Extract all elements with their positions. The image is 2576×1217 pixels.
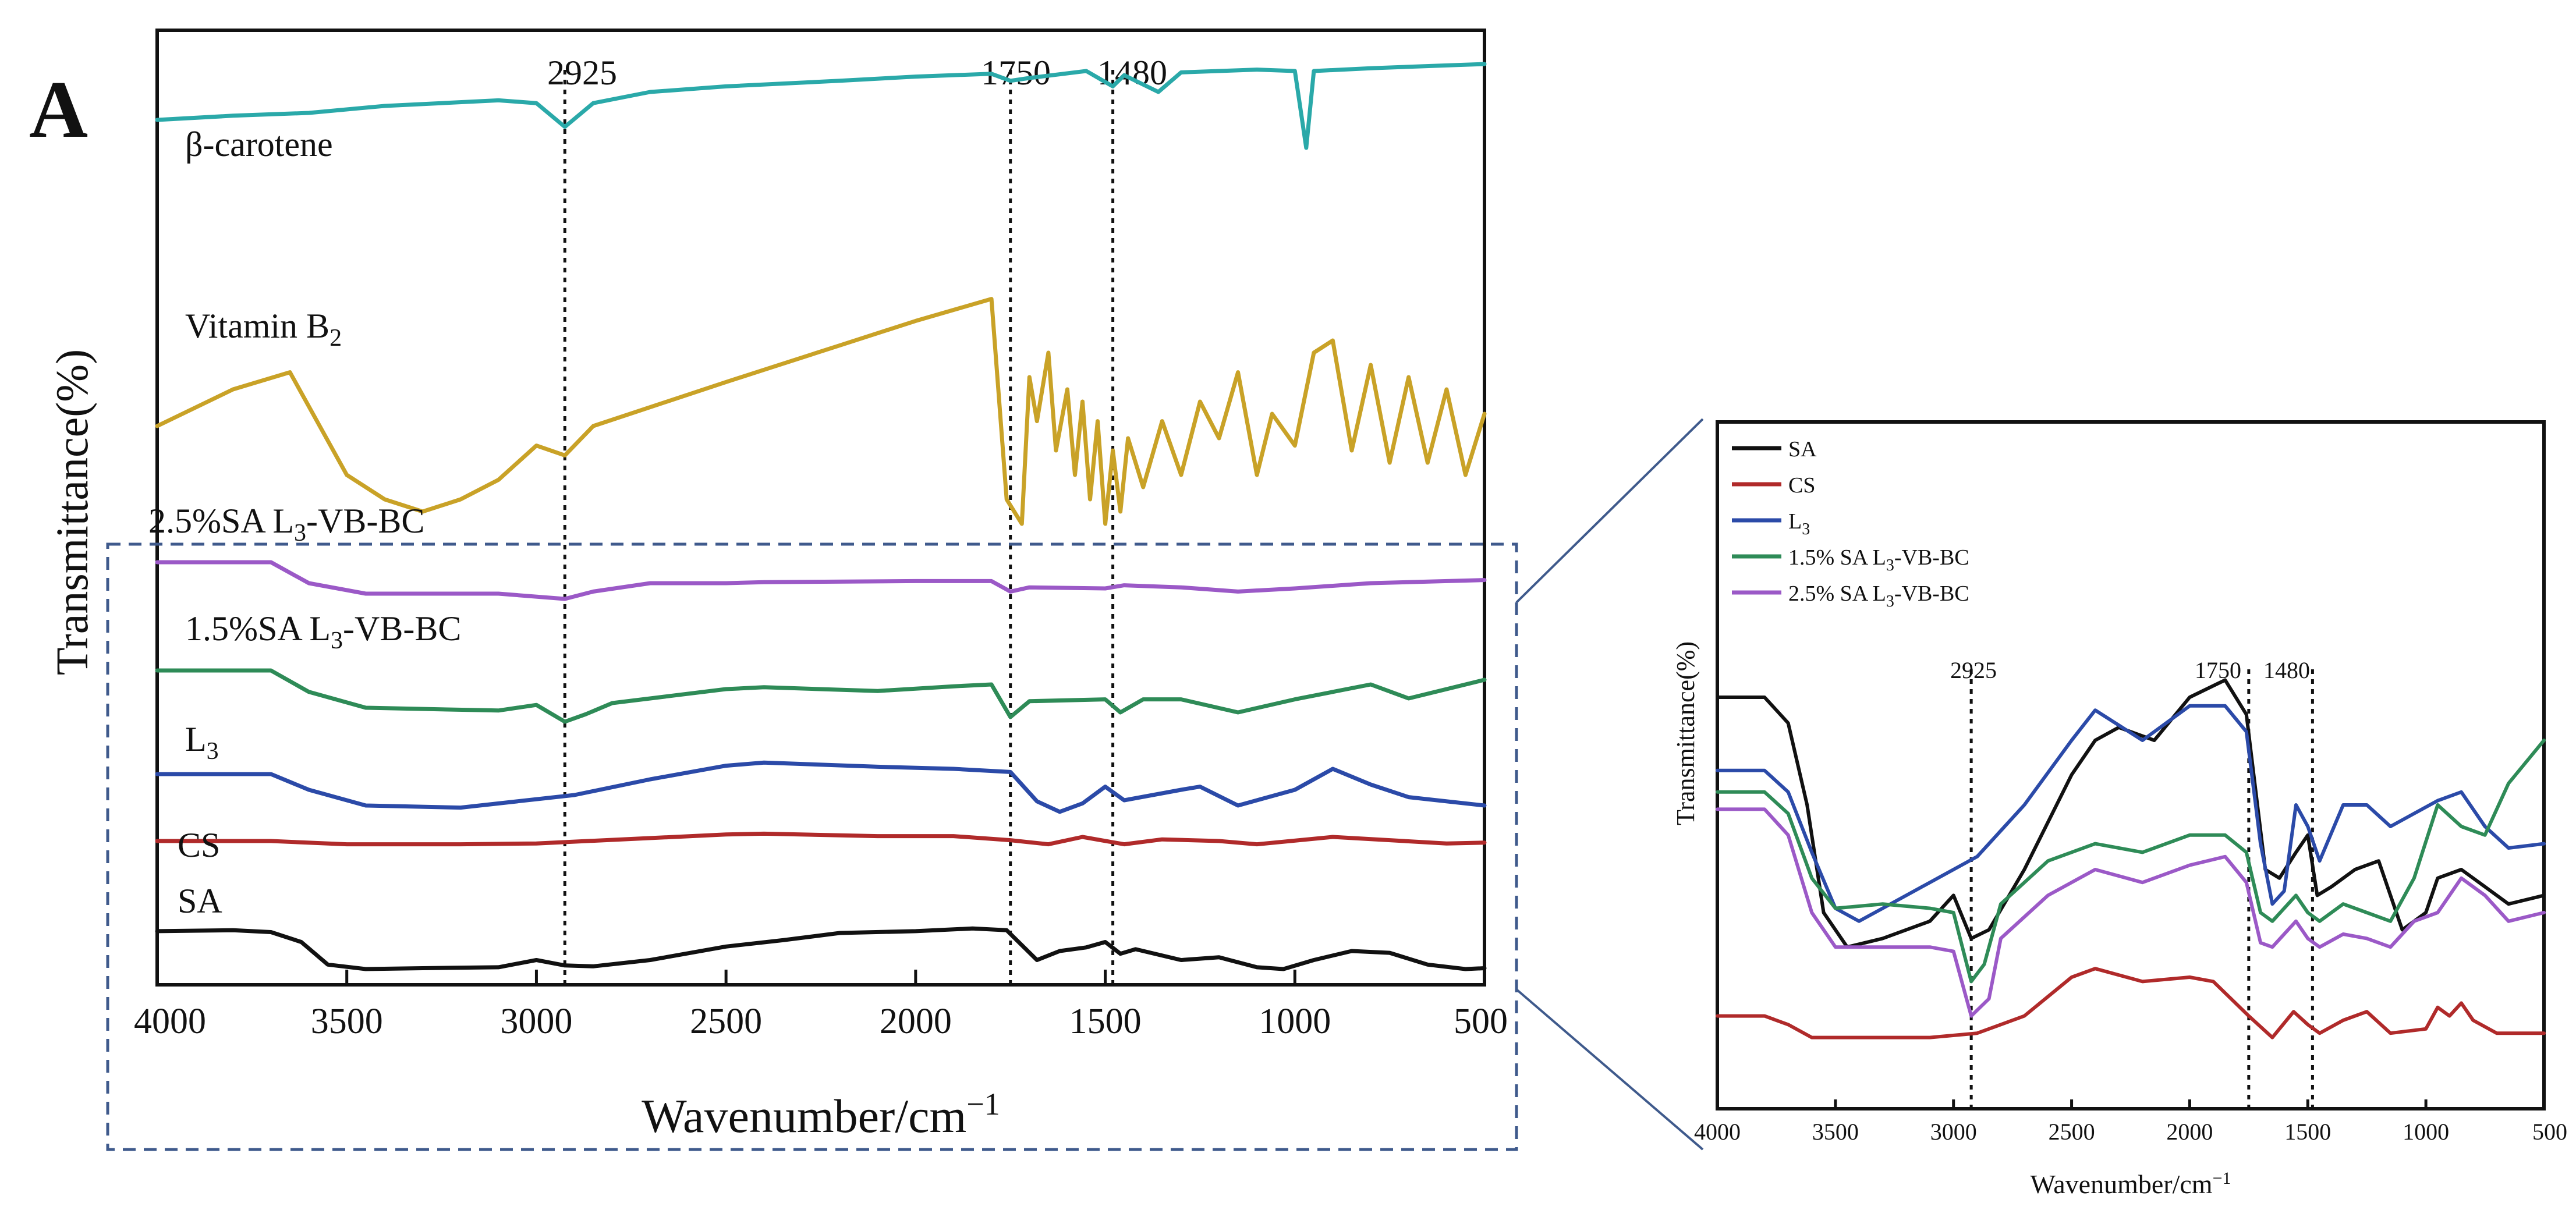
- main-x-tick-label-1000: 1000: [1259, 1002, 1331, 1041]
- inset-x-tick-label-3000: 3000: [1930, 1119, 1977, 1145]
- series-label-2-5-sa: 2.5%SA L3-VB-BC: [148, 502, 424, 547]
- zoom-connector-top: [1515, 418, 1704, 604]
- main-series-line-l3: [155, 760, 1487, 814]
- panel-label: A: [29, 65, 88, 155]
- inset-legend: SA CS L3 1.5% SA L3-VB-BC 2.5% SA L3-VB-…: [1732, 437, 1969, 611]
- inset-x-tick-label-500: 500: [2532, 1119, 2567, 1145]
- inset-marker-label-1480: 1480: [2263, 657, 2310, 683]
- inset-x-tick-label-2000: 2000: [2166, 1119, 2213, 1145]
- legend-label-cs: CS: [1788, 473, 1815, 498]
- legend-label-l3: L3: [1788, 509, 1810, 538]
- main-x-tick-label-3000: 3000: [500, 1002, 572, 1041]
- main-x-tick-label-500: 500: [1454, 1002, 1508, 1041]
- main-x-ticks: 4000 3500 3000 2500 2000 1500 1000 500: [134, 970, 1508, 1041]
- inset-x-tick-label-4000: 4000: [1694, 1119, 1741, 1145]
- legend-item-cs: CS: [1732, 473, 1815, 498]
- legend-label-2-5-sa: 2.5% SA L3-VB-BC: [1788, 581, 1969, 611]
- main-series-line-1-5-sa-l3-vb-bc: [155, 668, 1487, 724]
- series-label-cs: CS: [178, 826, 220, 864]
- main-x-tick-label-2000: 2000: [880, 1002, 952, 1041]
- main-series-line-cs: [155, 831, 1487, 847]
- inset-panel: 4000 3500 3000 2500 2000 1500 1000 500 2925 1750…: [1671, 420, 2567, 1200]
- main-y-axis-label: Transmittance(%): [47, 349, 97, 675]
- main-series-line-vitamin-b2: [155, 297, 1487, 526]
- inset-marker-label-1750: 1750: [2195, 657, 2241, 683]
- main-markers: 2925 1750 1480: [547, 54, 1167, 985]
- inset-x-ticks: 4000 3500 3000 2500 2000 1500 1000 500: [1694, 1099, 2567, 1145]
- inset-series-line-l3: [1716, 704, 2546, 923]
- inset-series-line-1-5-sa-l3-vb-bc: [1716, 739, 2546, 984]
- main-marker-label-2925: 2925: [547, 54, 617, 92]
- main-series-line-sa: [155, 926, 1487, 971]
- zoom-region-box: [106, 542, 1518, 1151]
- main-series-line-beta-carotene: [155, 62, 1487, 150]
- inset-plot-frame: [1716, 420, 2546, 1110]
- series-label-l3: L3: [185, 720, 219, 765]
- main-x-tick-label-4000: 4000: [134, 1002, 206, 1041]
- main-x-axis-label: Wavenumber/cm−1: [642, 1087, 1000, 1143]
- inset-series-line-2-5-sa-l3-vb-bc: [1716, 807, 2546, 1018]
- inset-markers: 2925 1750 1480: [1950, 657, 2314, 1109]
- legend-item-l3: L3: [1732, 509, 1810, 538]
- inset-curves: [1716, 678, 2546, 1039]
- legend-item-sa: SA: [1732, 437, 1817, 462]
- legend-item-2-5-sa: 2.5% SA L3-VB-BC: [1732, 581, 1969, 611]
- inset-x-tick-label-1000: 1000: [2403, 1119, 2449, 1145]
- main-x-tick-label-1500: 1500: [1069, 1002, 1142, 1041]
- main-x-tick-label-2500: 2500: [690, 1002, 762, 1041]
- inset-x-tick-label-3500: 3500: [1812, 1119, 1859, 1145]
- main-curves: [155, 62, 1487, 971]
- inset-x-tick-label-2500: 2500: [2049, 1119, 2095, 1145]
- main-x-tick-label-3500: 3500: [311, 1002, 383, 1041]
- main-marker-label-1480: 1480: [1097, 54, 1167, 92]
- main-panel: A 4000 3500 3000 2500 2000 1500 1000 500 2925 17…: [29, 29, 1508, 1143]
- inset-series-line-cs: [1716, 967, 2546, 1039]
- series-label-beta-carotene: β-carotene: [185, 125, 333, 164]
- legend-item-1-5-sa: 1.5% SA L3-VB-BC: [1732, 545, 1969, 574]
- series-label-sa: SA: [178, 882, 222, 920]
- zoom-connector-bottom: [1515, 988, 1704, 1151]
- main-series-line-2-5-sa-l3-vb-bc: [155, 560, 1487, 601]
- legend-label-1-5-sa: 1.5% SA L3-VB-BC: [1788, 545, 1969, 574]
- inset-marker-label-2925: 2925: [1950, 657, 1997, 683]
- main-plot-frame: [155, 29, 1486, 987]
- legend-label-sa: SA: [1788, 437, 1817, 462]
- inset-x-axis-label: Wavenumber/cm−1: [2031, 1169, 2231, 1200]
- inset-x-tick-label-1500: 1500: [2284, 1119, 2331, 1145]
- series-label-vitamin-b2: Vitamin B2: [185, 307, 342, 352]
- series-label-1-5-sa: 1.5%SA L3-VB-BC: [185, 609, 461, 654]
- inset-y-axis-label: Transmittance(%): [1671, 641, 1700, 825]
